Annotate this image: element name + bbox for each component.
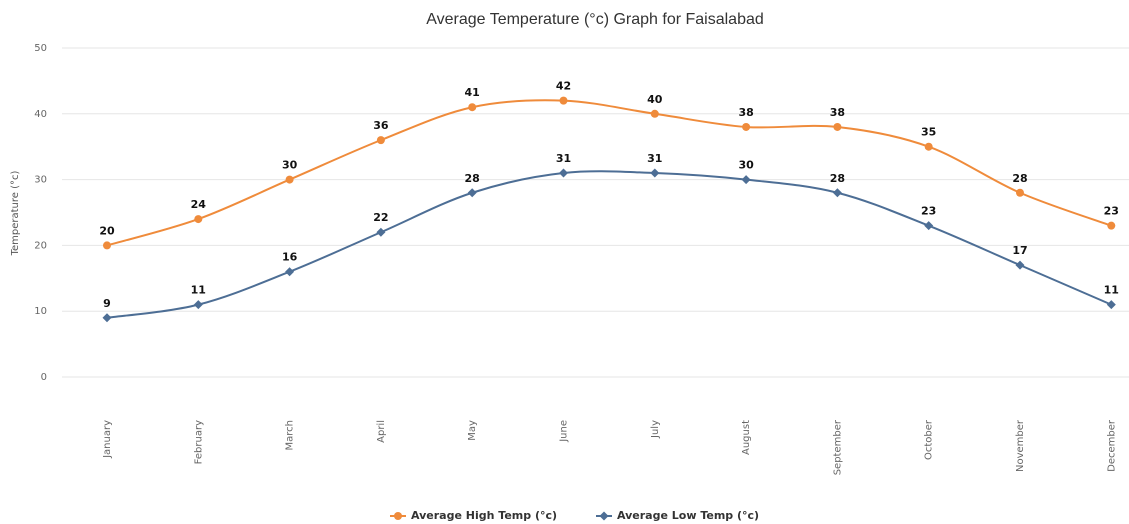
y-tick-label: 10 xyxy=(34,306,47,317)
x-tick-label: August xyxy=(741,420,752,455)
data-label: 40 xyxy=(647,93,663,106)
data-label: 17 xyxy=(1012,244,1027,257)
data-label: 24 xyxy=(191,198,207,211)
data-label: 28 xyxy=(830,172,845,185)
point xyxy=(559,168,568,178)
x-tick-label: January xyxy=(102,420,113,459)
y-tick-label: 40 xyxy=(34,109,47,120)
point xyxy=(194,215,203,224)
point xyxy=(832,188,842,198)
chart-title: Average Temperature (°c) Graph for Faisa… xyxy=(426,11,764,28)
point xyxy=(468,103,477,112)
data-label: 22 xyxy=(373,211,388,224)
x-tick-label: March xyxy=(285,420,296,450)
point xyxy=(833,122,842,131)
data-label: 31 xyxy=(647,152,662,165)
point xyxy=(741,175,751,185)
x-tick-label: November xyxy=(1015,419,1026,472)
point xyxy=(1106,300,1116,310)
x-tick-label: May xyxy=(467,420,478,441)
data-label: 28 xyxy=(465,172,480,185)
y-tick-label: 50 xyxy=(34,43,47,54)
legend-marker xyxy=(599,511,609,521)
y-tick-label: 20 xyxy=(34,240,47,251)
data-label: 9 xyxy=(103,297,111,310)
data-label: 38 xyxy=(830,106,845,119)
point xyxy=(467,188,477,198)
series-line xyxy=(106,170,1112,319)
point xyxy=(924,221,934,231)
point xyxy=(285,175,294,184)
y-tick-label: 30 xyxy=(34,175,47,186)
y-tick-label: 0 xyxy=(41,372,47,383)
data-label: 30 xyxy=(738,159,754,172)
data-label: 36 xyxy=(373,119,389,132)
data-label: 30 xyxy=(282,159,298,172)
point xyxy=(650,168,660,178)
point xyxy=(376,227,386,237)
x-tick-label: February xyxy=(193,420,204,464)
data-label: 23 xyxy=(921,205,936,218)
point xyxy=(924,142,933,151)
point xyxy=(650,109,659,118)
point xyxy=(193,300,203,310)
data-label: 41 xyxy=(465,86,480,99)
data-label: 11 xyxy=(191,284,206,297)
y-axis-title: Temperature (°c) xyxy=(10,170,21,256)
point xyxy=(102,313,112,323)
point xyxy=(376,136,385,145)
point xyxy=(559,96,568,105)
x-tick-label: October xyxy=(924,419,935,460)
data-label: 16 xyxy=(282,251,298,264)
data-label: 42 xyxy=(556,80,571,93)
data-label: 23 xyxy=(1104,205,1119,218)
data-label: 20 xyxy=(99,224,115,237)
x-tick-label: April xyxy=(376,420,387,443)
point xyxy=(1015,260,1025,270)
point xyxy=(1016,188,1024,197)
data-label: 28 xyxy=(1012,172,1027,185)
point xyxy=(103,241,111,250)
data-label: 38 xyxy=(738,106,753,119)
x-tick-label: September xyxy=(832,419,843,475)
point xyxy=(285,267,295,277)
point xyxy=(1107,221,1116,230)
legend-label: Average High Temp (°c) xyxy=(411,509,557,522)
legend-label: Average Low Temp (°c) xyxy=(617,509,759,522)
data-label: 35 xyxy=(921,126,936,139)
x-tick-label: July xyxy=(650,420,661,439)
x-tick-label: December xyxy=(1106,419,1117,472)
x-tick-label: June xyxy=(559,420,570,443)
point xyxy=(742,122,751,131)
series-line xyxy=(106,99,1112,247)
data-label: 11 xyxy=(1104,284,1119,297)
legend-marker xyxy=(394,512,402,520)
data-label: 31 xyxy=(556,152,571,165)
